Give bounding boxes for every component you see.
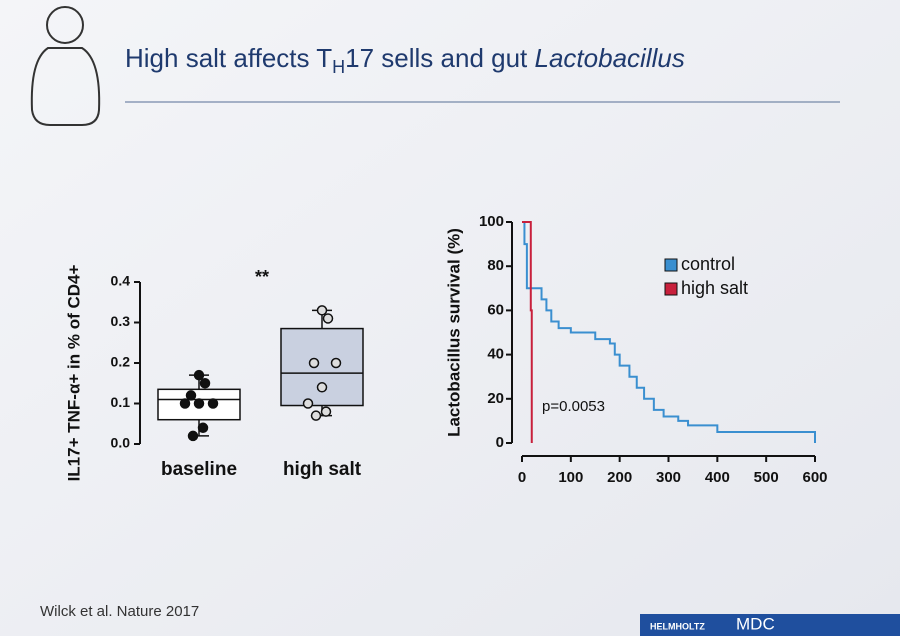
annotation: ** — [255, 267, 269, 287]
data-point — [302, 398, 314, 409]
y-tick-label: 0.3 — [111, 313, 131, 329]
y-tick-label: 40 — [487, 346, 504, 363]
annotation: p=0.0053 — [542, 398, 605, 415]
data-point — [197, 422, 209, 434]
survival-line — [522, 221, 816, 443]
legend-swatch — [664, 258, 678, 272]
legend-label: high salt — [681, 278, 748, 298]
data-point — [316, 382, 328, 393]
x-tick-label: 100 — [558, 469, 583, 486]
x-tick-label: 500 — [754, 469, 779, 486]
x-tick-label: 600 — [802, 469, 827, 486]
y-axis-label: Lactobacillus survival (%) — [444, 228, 463, 437]
y-tick-label: 0.2 — [111, 354, 131, 370]
data-point — [322, 313, 334, 324]
y-tick-label: 0.1 — [111, 394, 131, 410]
box — [280, 327, 364, 407]
person-icon — [30, 6, 101, 126]
box — [157, 388, 241, 421]
data-point — [199, 378, 211, 389]
logo-text: MDC — [736, 614, 775, 633]
x-tick-label: baseline — [161, 459, 237, 480]
x-tick-label: 400 — [705, 469, 730, 486]
y-tick-label: 60 — [487, 301, 504, 318]
y-tick-label: 20 — [487, 390, 504, 407]
data-point — [179, 398, 191, 409]
title-text: 17 sells and gut — [345, 43, 534, 73]
x-tick-label: high salt — [283, 459, 362, 480]
citation: Wilck et al. Nature 2017 — [40, 603, 199, 620]
logo-text: HELMHOLTZ — [650, 621, 705, 631]
y-tick-label: 0.0 — [111, 435, 131, 451]
y-axis-label: IL17+ TNF-α+ in % of CD4+ — [64, 265, 83, 482]
title-subscript: H — [332, 57, 345, 77]
y-tick-label: 80 — [487, 257, 504, 274]
data-point — [207, 398, 219, 409]
data-point — [320, 406, 332, 417]
survival-line — [522, 221, 533, 443]
y-tick-label: 0.4 — [111, 273, 131, 289]
data-point — [316, 305, 328, 316]
legend-swatch — [664, 282, 678, 296]
x-tick-label: 300 — [656, 469, 681, 486]
data-point — [310, 410, 322, 421]
slide-title: High salt affects TH17 sells and gut Lac… — [125, 43, 685, 77]
data-point — [193, 398, 205, 409]
logo-bar — [640, 614, 900, 636]
x-tick-label: 0 — [518, 469, 526, 486]
x-tick-label: 200 — [607, 469, 632, 486]
title-text: High salt affects T — [125, 43, 332, 73]
data-point — [187, 430, 199, 442]
y-tick-label: 0 — [496, 434, 504, 451]
y-tick-label: 100 — [479, 213, 504, 230]
data-point — [185, 390, 197, 401]
title-italic: Lactobacillus — [535, 43, 685, 73]
data-point — [330, 357, 342, 369]
legend-label: control — [681, 254, 735, 274]
data-point — [193, 369, 205, 381]
data-point — [308, 357, 320, 369]
